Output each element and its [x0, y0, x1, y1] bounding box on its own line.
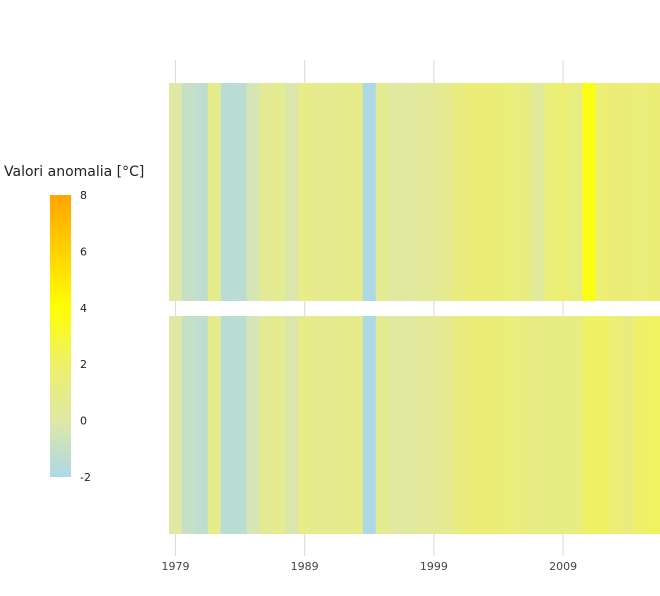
- heatmap-cell: [311, 83, 325, 301]
- legend-tick-label: 2: [80, 358, 87, 371]
- heatmap-cell: [414, 316, 429, 534]
- heatmap-cell: [543, 83, 558, 301]
- heatmap-cell: [388, 316, 403, 534]
- heatmap-cell: [349, 83, 364, 301]
- heatmap-cell: [272, 83, 286, 301]
- color-legend: Valori anomalia [°C] 8 6 4 2 0 -2: [4, 164, 144, 484]
- heatmap-cell: [259, 83, 273, 301]
- heatmap-cell: [530, 83, 545, 301]
- heatmap-cell: [246, 83, 261, 301]
- heatmap-cell: [634, 316, 648, 534]
- heatmap-cell: [272, 316, 286, 534]
- heatmap-cell: [194, 316, 209, 534]
- heatmap-cell: [466, 83, 480, 301]
- heatmap-cell: [582, 316, 596, 534]
- heatmap-cell: [169, 83, 183, 301]
- heatmap-cell: [608, 83, 622, 301]
- x-tick-label: 1979: [161, 560, 189, 573]
- legend-tick-label: 8: [80, 189, 87, 202]
- heatmap-cell: [582, 83, 596, 301]
- heatmap-cell: [427, 83, 441, 301]
- heatmap-cell: [298, 83, 312, 301]
- heatmap-cell: [621, 83, 635, 301]
- heatmap-cell: [336, 83, 351, 301]
- heatmap-cell: [466, 316, 480, 534]
- heatmap-cell: [207, 83, 222, 301]
- heatmap-cell: [543, 316, 558, 534]
- heatmap-cell: [233, 83, 248, 301]
- heatmap-cell: [388, 83, 403, 301]
- heatmap-cell: [530, 316, 545, 534]
- heatmap-panels: [169, 83, 660, 534]
- heatmap-cell: [285, 316, 299, 534]
- heatmap-cell: [492, 83, 506, 301]
- heatmap-cell: [440, 316, 454, 534]
- x-tick-label: 1999: [420, 560, 448, 573]
- heatmap-cell: [349, 316, 364, 534]
- heatmap-cell: [401, 83, 416, 301]
- heatmap-cell: [375, 83, 390, 301]
- heatmap-cell: [324, 83, 338, 301]
- heatmap-cell: [298, 316, 312, 534]
- legend-title: Valori anomalia [°C]: [4, 164, 144, 180]
- heatmap-cell: [336, 316, 351, 534]
- legend-ticks: 8 6 4 2 0 -2: [80, 189, 91, 484]
- heatmap-cell: [375, 316, 390, 534]
- heatmap-cell: [427, 316, 441, 534]
- heatmap-cell: [556, 83, 571, 301]
- heatmap-cell: [311, 316, 325, 534]
- heatmap-cell: [492, 316, 506, 534]
- heatmap-cell: [647, 316, 660, 534]
- legend-tick-label: 4: [80, 302, 87, 315]
- heatmap-cell: [169, 316, 183, 534]
- heatmap-cell: [453, 83, 467, 301]
- heatmap-cell: [504, 83, 519, 301]
- x-tick-label: 1989: [291, 560, 319, 573]
- heatmap-cell: [440, 83, 454, 301]
- heatmap-cell: [324, 316, 338, 534]
- heatmap-cell: [479, 316, 493, 534]
- heatmap-cell: [220, 316, 235, 534]
- heatmap-cell: [608, 316, 622, 534]
- heatmap-cell: [194, 83, 209, 301]
- heatmap-cell: [401, 316, 416, 534]
- x-axis-ticks: 1979 1989 1999 2009: [161, 560, 577, 573]
- heatmap-cell: [362, 316, 377, 534]
- heatmap-cell: [647, 83, 660, 301]
- heatmap-cell: [569, 316, 584, 534]
- legend-colorbar: [50, 195, 71, 477]
- heatmap-cell: [246, 316, 261, 534]
- heatmap-cell: [621, 316, 635, 534]
- legend-tick-label: 6: [80, 245, 87, 258]
- heatmap-cell: [207, 316, 222, 534]
- legend-tick-label: -2: [80, 471, 91, 484]
- heatmap-cell: [504, 316, 519, 534]
- heatmap-cell: [569, 83, 584, 301]
- heatmap-cell: [362, 83, 377, 301]
- heatmap-cell: [414, 83, 429, 301]
- heatmap-cell: [220, 83, 235, 301]
- heatmap-cell: [556, 316, 571, 534]
- heatmap-cell: [285, 83, 299, 301]
- heatmap-cell: [595, 83, 609, 301]
- legend-tick-label: 0: [80, 415, 87, 428]
- heatmap-cell: [181, 316, 196, 534]
- heatmap-cell: [181, 83, 196, 301]
- heatmap-cell: [595, 316, 609, 534]
- heatmap-cell: [259, 316, 273, 534]
- heatmap-cell: [233, 316, 248, 534]
- x-tick-label: 2009: [549, 560, 577, 573]
- heatmap-cell: [453, 316, 467, 534]
- heatmap-cell: [634, 83, 648, 301]
- heatmap-cell: [517, 316, 532, 534]
- heatmap-cell: [517, 83, 532, 301]
- heatmap-cell: [479, 83, 493, 301]
